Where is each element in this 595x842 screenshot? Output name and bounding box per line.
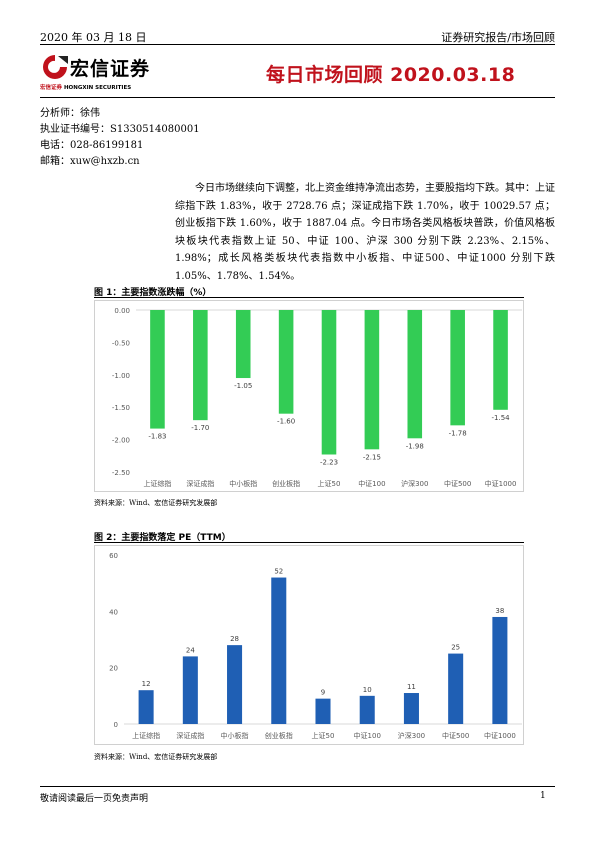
report-date: 2020 年 03 月 18 日 <box>40 31 147 44</box>
bar <box>278 310 294 414</box>
bar <box>321 310 337 455</box>
data-label: 38 <box>495 607 504 615</box>
y-tick-label: 60 <box>109 552 118 560</box>
data-label: -2.15 <box>363 453 381 461</box>
analyst-name: 分析师：徐伟 <box>40 108 100 119</box>
bar <box>227 645 243 724</box>
company-logo: 宏信证券 宏信证券 HONGXIN SECURITIES <box>40 50 160 96</box>
figure-2-title: 图 2：主要指数落定 PE（TTM） <box>94 533 231 543</box>
category-label: 深证成指 <box>186 479 214 488</box>
analyst-email: 邮箱：xuw@hxzb.cn <box>40 156 140 167</box>
category-label: 上证综指 <box>132 731 160 740</box>
chart-index-change: 0.00 -0.50 -1.00 -1.50 -2.00 -2.50 -1.83 上证综指 -1… <box>94 300 524 492</box>
data-label: 25 <box>451 644 460 652</box>
market-summary: 今日市场继续向下调整，北上资金维持净流出态势，主要股指均下跌。其中：上证综指下跌… <box>175 183 555 282</box>
header-divider <box>40 44 555 45</box>
figure-1-title: 图 1：主要指数涨跌幅（%） <box>94 288 212 298</box>
data-label: -1.83 <box>148 433 166 441</box>
y-tick-label: -2.00 <box>112 437 130 445</box>
data-label: 10 <box>363 686 372 694</box>
bar <box>193 310 208 421</box>
figure-2-source: 资料来源：Wind、宏信证券研究发展部 <box>94 753 218 761</box>
data-label: 28 <box>230 635 239 643</box>
data-label: -2.23 <box>320 459 338 467</box>
category-label: 中证500 <box>442 731 469 740</box>
figure-1-divider <box>94 297 524 298</box>
bar <box>315 698 331 724</box>
footer-divider <box>40 786 555 787</box>
chart-index-pe: 0 20 40 60 12 上证综指 24 深证成指 28 中小板指 52 创业板指 9 上证50 10 中证… <box>94 545 524 745</box>
y-tick-label: -2.50 <box>112 469 130 477</box>
report-type: 证券研究报告/市场回顾 <box>441 31 555 44</box>
category-label: 创业板指 <box>265 731 293 740</box>
y-tick-label: 20 <box>109 665 118 673</box>
y-tick-label: 0 <box>114 721 118 729</box>
logo-mark-icon <box>43 55 68 79</box>
y-tick-label: -1.00 <box>112 372 130 380</box>
y-tick-label: 0.00 <box>114 307 130 315</box>
page-title: 每日市场回顾 2020.03.18 <box>266 64 516 86</box>
category-label: 沪深300 <box>398 731 425 740</box>
data-label: -1.54 <box>491 414 510 422</box>
category-label: 中证100 <box>354 731 381 740</box>
data-label: 11 <box>407 683 416 691</box>
data-label: 52 <box>274 568 283 576</box>
category-label: 沪深300 <box>401 479 428 488</box>
bar <box>138 690 154 724</box>
bar <box>182 656 198 724</box>
bar <box>359 695 375 724</box>
category-label: 上证综指 <box>143 479 171 488</box>
figure-1-source: 资料来源：Wind、宏信证券研究发展部 <box>94 499 218 507</box>
data-label: -1.60 <box>277 418 295 426</box>
category-label: 上证50 <box>318 479 341 488</box>
bar <box>403 693 419 724</box>
logo-text-en: 宏信证券 HONGXIN SECURITIES <box>40 83 131 91</box>
data-label: -1.70 <box>191 424 209 432</box>
data-label: 12 <box>142 680 151 688</box>
y-tick-label: 40 <box>109 608 118 616</box>
data-label: 24 <box>186 646 195 654</box>
data-label: -1.05 <box>234 382 252 390</box>
data-label: -1.78 <box>449 429 467 437</box>
bar <box>450 310 465 426</box>
page-number: 1 <box>540 791 546 801</box>
bar <box>448 653 464 724</box>
logo-text-cn: 宏信证券 <box>70 58 151 80</box>
data-label: 9 <box>321 689 325 697</box>
chart-frame <box>94 545 524 745</box>
category-label: 中证100 <box>358 479 385 488</box>
footer-disclaimer: 敬请阅读最后一页免责声明 <box>40 794 149 804</box>
category-label: 中小板指 <box>229 479 257 488</box>
figure-2-divider <box>94 542 524 543</box>
category-label: 中证1000 <box>485 479 517 488</box>
category-label: 中证1000 <box>484 731 516 740</box>
bar <box>492 616 508 724</box>
y-tick-label: -0.50 <box>112 339 130 347</box>
category-label: 深证成指 <box>176 731 204 740</box>
bar <box>493 310 508 410</box>
bar <box>364 310 380 450</box>
logo-text-en-name: HONGXIN SECURITIES <box>63 85 132 91</box>
category-label: 中证500 <box>444 479 471 488</box>
bar <box>271 577 287 724</box>
data-label: -1.98 <box>406 442 424 450</box>
y-tick-label: -1.50 <box>112 404 130 412</box>
bar <box>150 310 165 429</box>
category-label: 创业板指 <box>272 479 300 488</box>
chart-frame <box>94 300 524 492</box>
title-divider <box>40 97 555 98</box>
analyst-phone: 电话：028-86199181 <box>40 140 144 151</box>
bar <box>235 310 251 379</box>
category-label: 上证50 <box>312 731 335 740</box>
bar <box>407 310 423 439</box>
category-label: 中小板指 <box>221 731 249 740</box>
analyst-cert: 执业证书编号：S1330514080001 <box>40 124 200 135</box>
logo-text-en-cn: 宏信证券 <box>40 85 63 91</box>
